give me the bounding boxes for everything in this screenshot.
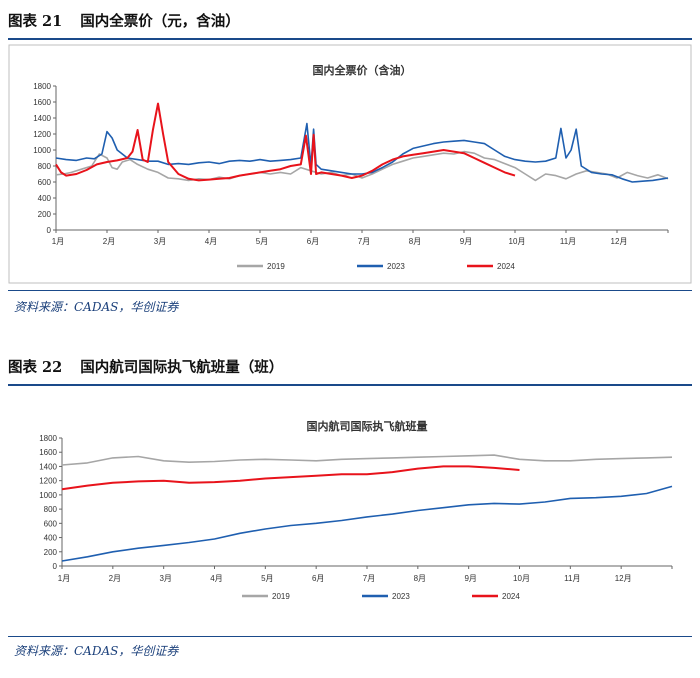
y-tick-label: 400 bbox=[44, 534, 58, 543]
figure-22-caption: 国内航司国际执飞航班量（班） bbox=[80, 359, 284, 376]
y-tick-label: 1000 bbox=[39, 491, 57, 500]
x-tick-label: 10月 bbox=[513, 574, 530, 583]
y-tick-label: 1800 bbox=[39, 434, 57, 443]
chart-2-container: 国内航司国际执飞航班量 0 200 400 600 800 1000 1200 1400 1600… bbox=[8, 390, 692, 630]
figure-22-source: 资料来源：CADAS，华创证券 bbox=[14, 644, 179, 658]
figure-21-top-rule bbox=[8, 38, 692, 40]
series-line-2024 bbox=[61, 465, 520, 491]
figure-22-label: 图表 22 bbox=[8, 359, 63, 376]
figure-22-top-rule bbox=[8, 384, 692, 386]
x-tick-label: 4月 bbox=[205, 237, 217, 246]
x-tick-label: 9月 bbox=[460, 237, 472, 246]
series-line-2023 bbox=[61, 485, 673, 562]
y-tick-label: 200 bbox=[38, 210, 52, 219]
y-tick-label: 0 bbox=[47, 226, 52, 235]
x-tick-label: 11月 bbox=[560, 237, 576, 246]
chart-1-svg: 国内全票价（含油） 0 200 400 600 800 1000 1200 1400 1600 18… bbox=[8, 44, 692, 284]
x-tick-label: 5月 bbox=[261, 574, 273, 583]
y-tick-label: 1600 bbox=[39, 448, 57, 457]
legend-label-2024: 2024 bbox=[497, 262, 515, 271]
y-tick-label: 0 bbox=[53, 562, 58, 571]
legend-label-2019: 2019 bbox=[267, 262, 285, 271]
chart-title: 国内航司国际执飞航班量 bbox=[307, 419, 428, 433]
x-tick-label: 11月 bbox=[564, 574, 580, 583]
y-tick-label: 1000 bbox=[33, 146, 51, 155]
y-tick-label: 1400 bbox=[33, 114, 51, 123]
x-tick-label: 8月 bbox=[414, 574, 426, 583]
series-line-2023 bbox=[55, 122, 669, 183]
chart-frame bbox=[8, 44, 692, 284]
figure-21-caption: 国内全票价（元，含油） bbox=[80, 13, 240, 30]
chart-2-svg: 国内航司国际执飞航班量 0 200 400 600 800 1000 1200 1400 1600… bbox=[39, 419, 673, 601]
x-tick-label: 10月 bbox=[509, 237, 526, 246]
legend-label-2023: 2023 bbox=[387, 262, 405, 271]
x-tick-label: 4月 bbox=[210, 574, 222, 583]
x-tick-label: 1月 bbox=[52, 237, 64, 246]
x-tick-label: 12月 bbox=[611, 237, 628, 246]
chart-1-container: 国内全票价（含油） 0 200 400 600 800 1000 1200 1400 1600 18… bbox=[8, 44, 692, 284]
x-tick-label: 7月 bbox=[358, 237, 370, 246]
x-tick-label: 8月 bbox=[409, 237, 421, 246]
x-tick-label: 5月 bbox=[256, 237, 268, 246]
x-tick-label: 3月 bbox=[159, 574, 171, 583]
figure-22-title: 图表 22 国内航司国际执飞航班量（班） bbox=[8, 356, 283, 377]
legend-label-2019: 2019 bbox=[272, 592, 290, 601]
x-tick-label: 2月 bbox=[109, 574, 121, 583]
x-tick-label: 2月 bbox=[103, 237, 115, 246]
x-tick-label: 6月 bbox=[312, 574, 324, 583]
x-tick-label: 9月 bbox=[464, 574, 476, 583]
y-tick-label: 1600 bbox=[33, 98, 51, 107]
figure-21-label: 图表 21 bbox=[8, 13, 63, 30]
legend-label-2023: 2023 bbox=[392, 592, 410, 601]
series-line-2019 bbox=[61, 454, 673, 466]
y-tick-label: 800 bbox=[44, 505, 58, 514]
y-tick-label: 800 bbox=[38, 162, 52, 171]
y-tick-label: 200 bbox=[44, 548, 58, 557]
x-tick-label: 1月 bbox=[58, 574, 70, 583]
figure-22-bottom-rule bbox=[8, 636, 692, 637]
x-tick-label: 6月 bbox=[307, 237, 319, 246]
legend-label-2024: 2024 bbox=[502, 592, 520, 601]
y-tick-label: 400 bbox=[38, 194, 52, 203]
series-line-2019 bbox=[55, 150, 669, 182]
y-tick-label: 1200 bbox=[33, 130, 51, 139]
y-tick-label: 600 bbox=[38, 178, 52, 187]
x-tick-label: 12月 bbox=[615, 574, 632, 583]
figure-21-title: 图表 21 国内全票价（元，含油） bbox=[8, 10, 240, 31]
y-tick-label: 1200 bbox=[39, 477, 57, 486]
series-line-2024 bbox=[55, 102, 516, 182]
y-tick-label: 600 bbox=[44, 519, 58, 528]
x-tick-label: 3月 bbox=[154, 237, 166, 246]
figure-21-source: 资料来源：CADAS，华创证券 bbox=[14, 300, 179, 314]
chart-title: 国内全票价（含油） bbox=[313, 63, 412, 77]
x-tick-label: 7月 bbox=[363, 574, 375, 583]
figure-21-bottom-rule bbox=[8, 290, 692, 291]
y-tick-label: 1800 bbox=[33, 82, 51, 91]
y-tick-label: 1400 bbox=[39, 462, 57, 471]
